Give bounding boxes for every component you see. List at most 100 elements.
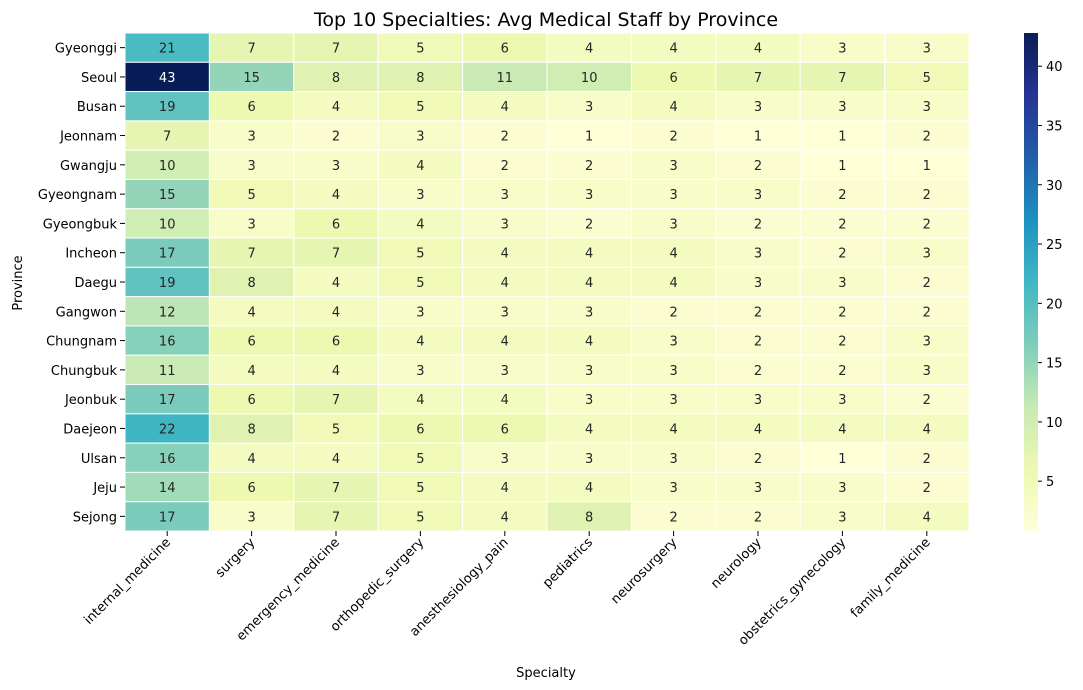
heatmap-cell — [377, 208, 464, 239]
heatmap-cell — [884, 325, 970, 356]
y-tick-label: Gyeongbuk — [43, 217, 118, 232]
heatmap-cell — [546, 471, 632, 503]
heatmap-cell — [546, 208, 632, 239]
cell-value-label: 3 — [585, 188, 593, 203]
heatmap-cell — [208, 32, 295, 63]
cell-value-label: 17 — [159, 247, 176, 262]
heatmap-cell — [799, 237, 886, 268]
y-tick-label: Seoul — [81, 71, 117, 86]
heatmap-cell — [799, 208, 886, 239]
heatmap-cell — [208, 61, 295, 93]
cell-value-label: 2 — [669, 305, 677, 320]
x-tick-label: neurology — [708, 535, 765, 592]
heatmap-cell — [884, 91, 970, 122]
cell-value-label: 4 — [754, 422, 762, 437]
heatmap-cell — [799, 91, 886, 122]
heatmap-cell — [715, 91, 801, 122]
cell-value-label: 4 — [923, 422, 931, 437]
colorbar-tick-label: 25 — [1046, 238, 1063, 253]
cell-value-label: 2 — [754, 305, 762, 320]
heatmap-cell — [630, 296, 717, 327]
cell-value-label: 2 — [754, 364, 762, 379]
cell-value-label: 1 — [838, 159, 846, 174]
cell-value-label: 4 — [501, 247, 509, 262]
colorbar-tick-label: 15 — [1046, 357, 1063, 372]
y-tick-label: Gwangju — [60, 159, 117, 174]
cell-value-label: 4 — [585, 335, 593, 350]
cell-value-label: 7 — [332, 247, 340, 262]
cell-value-label: 21 — [159, 42, 176, 57]
cell-value-label: 4 — [585, 422, 593, 437]
heatmap-cell — [462, 413, 548, 444]
heatmap-cell — [884, 354, 970, 386]
cell-value-label: 2 — [838, 188, 846, 203]
cell-value-label: 2 — [838, 335, 846, 350]
heatmap-cell — [462, 325, 548, 356]
cell-value-label: 3 — [669, 364, 677, 379]
cell-value-label: 3 — [501, 452, 509, 467]
cell-value-label: 4 — [754, 42, 762, 57]
cell-value-label: 2 — [754, 510, 762, 525]
cell-value-label: 4 — [923, 510, 931, 525]
cell-value-label: 3 — [923, 42, 931, 57]
cell-value-label: 3 — [754, 100, 762, 115]
heatmap-cell — [715, 384, 801, 415]
heatmap-cell — [630, 384, 717, 415]
cell-value-label: 3 — [585, 100, 593, 115]
cell-value-label: 4 — [501, 393, 509, 408]
heatmap-cell — [799, 354, 886, 386]
cell-value-label: 5 — [416, 247, 424, 262]
cell-value-label: 3 — [416, 364, 424, 379]
cell-value-label: 3 — [585, 452, 593, 467]
cell-value-label: 3 — [247, 130, 255, 145]
cell-value-label: 7 — [754, 71, 762, 86]
cell-value-label: 2 — [501, 159, 509, 174]
cell-value-label: 4 — [332, 452, 340, 467]
cell-value-label: 3 — [501, 364, 509, 379]
heatmap-cell — [546, 32, 632, 63]
colorbar-tick-label: 10 — [1046, 416, 1063, 431]
y-tick-label: Sejong — [73, 510, 117, 525]
cell-value-label: 3 — [923, 364, 931, 379]
cell-value-label: 4 — [416, 335, 424, 350]
cell-value-label: 5 — [416, 100, 424, 115]
cell-value-label: 16 — [159, 335, 176, 350]
heatmap-cell — [377, 384, 464, 415]
heatmap-cell — [715, 237, 801, 268]
heatmap-cell — [293, 384, 379, 415]
x-tick-label: neurosurgery — [608, 535, 680, 607]
y-tick-label: Jeju — [92, 481, 117, 496]
cell-value-label: 3 — [838, 393, 846, 408]
cell-value-label: 1 — [923, 159, 931, 174]
heatmap-cell — [630, 266, 717, 298]
heatmap-cell — [377, 237, 464, 268]
heatmap-cell — [884, 120, 970, 151]
heatmap-cell — [715, 149, 801, 180]
heatmap-cell — [124, 208, 210, 239]
cell-value-label: 3 — [669, 159, 677, 174]
cell-value-label: 2 — [669, 130, 677, 145]
y-tick-label: Ulsan — [81, 452, 117, 467]
heatmap-cell — [630, 120, 717, 151]
cell-value-label: 4 — [501, 510, 509, 525]
cell-value-label: 4 — [332, 100, 340, 115]
cell-value-label: 3 — [669, 217, 677, 232]
cell-value-label: 2 — [923, 305, 931, 320]
heatmap-cell — [884, 237, 970, 268]
cell-value-label: 2 — [754, 217, 762, 232]
cell-value-label: 3 — [838, 100, 846, 115]
cell-value-label: 4 — [585, 247, 593, 262]
heatmap-cell — [715, 32, 801, 63]
heatmap-cell — [715, 266, 801, 298]
cell-value-label: 4 — [416, 159, 424, 174]
cell-value-label: 4 — [669, 247, 677, 262]
cell-value-label: 15 — [159, 188, 176, 203]
cell-value-label: 12 — [159, 305, 176, 320]
y-tick-label: Gyeongnam — [38, 188, 117, 203]
heatmap-cell — [377, 61, 464, 93]
heatmap-cell — [715, 442, 801, 473]
cell-value-label: 3 — [416, 130, 424, 145]
heatmap-cell — [462, 266, 548, 298]
cell-value-label: 2 — [923, 217, 931, 232]
cell-value-label: 2 — [585, 159, 593, 174]
